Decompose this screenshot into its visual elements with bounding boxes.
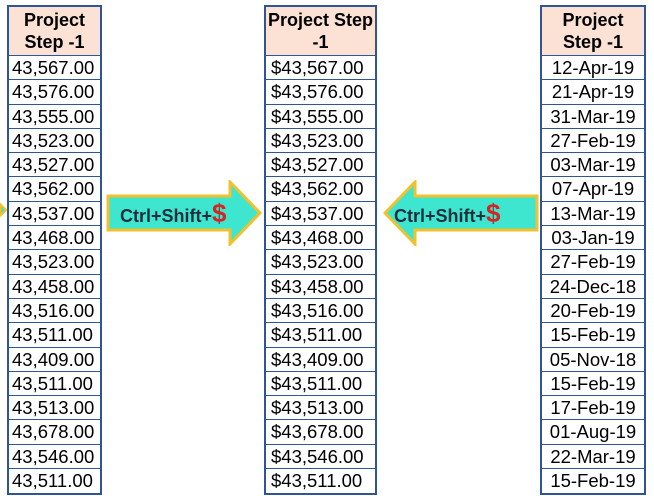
table-cell[interactable]: $43,511.00 bbox=[271, 470, 363, 492]
table-cell[interactable]: 43,458.00 bbox=[9, 275, 100, 299]
left-edge-arrow-tip-icon bbox=[0, 202, 8, 218]
number-cells: 43,567.00 43,576.00 43,555.00 43,523.00 43,5… bbox=[9, 56, 100, 493]
table-cell[interactable]: $43,562.00 bbox=[266, 177, 375, 202]
table-cell[interactable]: 17-Feb-19 bbox=[542, 396, 644, 421]
table-cell[interactable]: $43,537.00 bbox=[266, 202, 375, 227]
table-cell[interactable]: $43,468.00 bbox=[266, 226, 375, 251]
date-cells: 12-Apr-19 21-Apr-19 31-Mar-19 27-Feb-19 03-M… bbox=[542, 56, 644, 493]
table-cell[interactable]: 15-Feb-19 bbox=[542, 323, 644, 348]
table-cell[interactable]: 43,511.00 bbox=[9, 372, 100, 397]
dollar-symbol: $ bbox=[486, 198, 501, 228]
table-cell[interactable]: 05-Nov-18 bbox=[542, 348, 644, 372]
table-cell[interactable]: $43,678.00 bbox=[266, 420, 375, 445]
table-cell[interactable]: 03-Mar-19 bbox=[542, 153, 644, 178]
table-cell[interactable]: 27-Feb-19 bbox=[542, 129, 644, 154]
column-header: Project Step -1 bbox=[266, 7, 375, 56]
right-arrow-label: Ctrl+Shift+$ bbox=[120, 198, 226, 229]
table-cell[interactable]: $43,511.00 bbox=[266, 323, 375, 348]
column-header: Project Step -1 bbox=[542, 7, 644, 56]
table-cell[interactable]: 20-Feb-19 bbox=[542, 299, 644, 324]
table-cell[interactable]: 43,576.00 bbox=[9, 80, 100, 105]
table-cell[interactable]: 31-Mar-19 bbox=[542, 105, 644, 129]
table-cell[interactable]: $43,523.00 bbox=[266, 250, 375, 275]
currency-format-column: Project Step -1 $43,567.00 $43,576.00 $43,… bbox=[264, 5, 377, 496]
table-cell[interactable]: 22-Mar-19 bbox=[542, 445, 644, 470]
table-cell[interactable]: 43,523.00 bbox=[9, 250, 100, 275]
table-cell[interactable]: 01-Aug-19 bbox=[542, 420, 644, 445]
table-cell[interactable]: $43,576.00 bbox=[266, 80, 375, 105]
table-cell[interactable]: $43,567.00 bbox=[266, 56, 375, 81]
column-header: Project Step -1 bbox=[9, 7, 100, 56]
table-cell[interactable]: 43,511.00 bbox=[12, 470, 93, 492]
table-cell[interactable]: 43,678.00 bbox=[9, 420, 100, 445]
table-cell[interactable]: $43,516.00 bbox=[266, 299, 375, 324]
table-cell[interactable]: 07-Apr-19 bbox=[542, 177, 644, 202]
table-cell[interactable]: 43,409.00 bbox=[9, 348, 100, 372]
dollar-symbol: $ bbox=[212, 198, 227, 228]
table-cell[interactable]: 43,511.00 bbox=[9, 323, 100, 348]
table-cell[interactable]: 15-Feb-19 bbox=[550, 470, 636, 492]
table-cell[interactable]: $43,546.00 bbox=[266, 445, 375, 470]
table-cell[interactable]: $43,527.00 bbox=[266, 153, 375, 178]
table-cell[interactable]: 43,516.00 bbox=[9, 299, 100, 324]
table-cell[interactable]: $43,511.00 bbox=[266, 372, 375, 397]
number-format-column: Project Step -1 43,567.00 43,576.00 43,555… bbox=[7, 5, 102, 496]
table-cell[interactable]: $43,513.00 bbox=[266, 396, 375, 421]
table-cell[interactable]: 27-Feb-19 bbox=[542, 250, 644, 275]
table-cell[interactable]: 43,546.00 bbox=[9, 445, 100, 470]
currency-cells: $43,567.00 $43,576.00 $43,555.00 $43,523.00… bbox=[266, 56, 375, 493]
table-cell[interactable]: 43,523.00 bbox=[9, 129, 100, 154]
date-format-column: Project Step -1 12-Apr-19 21-Apr-19 31-Mar… bbox=[540, 5, 646, 496]
shortcut-text: Ctrl+Shift+ bbox=[120, 206, 213, 226]
table-cell[interactable]: 24-Dec-18 bbox=[542, 275, 644, 299]
table-cell[interactable]: 03-Jan-19 bbox=[542, 226, 644, 251]
left-arrow-shape bbox=[382, 180, 539, 246]
table-cell[interactable]: $43,555.00 bbox=[266, 105, 375, 129]
table-cell[interactable]: 12-Apr-19 bbox=[542, 56, 644, 81]
right-arrow-shape bbox=[106, 180, 263, 246]
table-cell[interactable]: 43,537.00 bbox=[9, 202, 100, 227]
table-cell[interactable]: 43,567.00 bbox=[9, 56, 100, 81]
table-cell[interactable]: 13-Mar-19 bbox=[542, 202, 644, 227]
table-cell[interactable]: 43,513.00 bbox=[9, 396, 100, 421]
table-cell[interactable]: 43,562.00 bbox=[9, 177, 100, 202]
table-cell[interactable]: 43,555.00 bbox=[9, 105, 100, 129]
table-cell[interactable]: $43,458.00 bbox=[266, 275, 375, 299]
table-cell[interactable]: 15-Feb-19 bbox=[542, 372, 644, 397]
table-cell[interactable]: 43,468.00 bbox=[9, 226, 100, 251]
left-arrow-label: Ctrl+Shift+$ bbox=[394, 198, 500, 229]
table-cell[interactable]: $43,409.00 bbox=[266, 348, 375, 372]
table-cell[interactable]: 43,527.00 bbox=[9, 153, 100, 178]
table-cell[interactable]: 21-Apr-19 bbox=[542, 80, 644, 105]
table-cell[interactable]: $43,523.00 bbox=[266, 129, 375, 154]
shortcut-text: Ctrl+Shift+ bbox=[394, 206, 487, 226]
